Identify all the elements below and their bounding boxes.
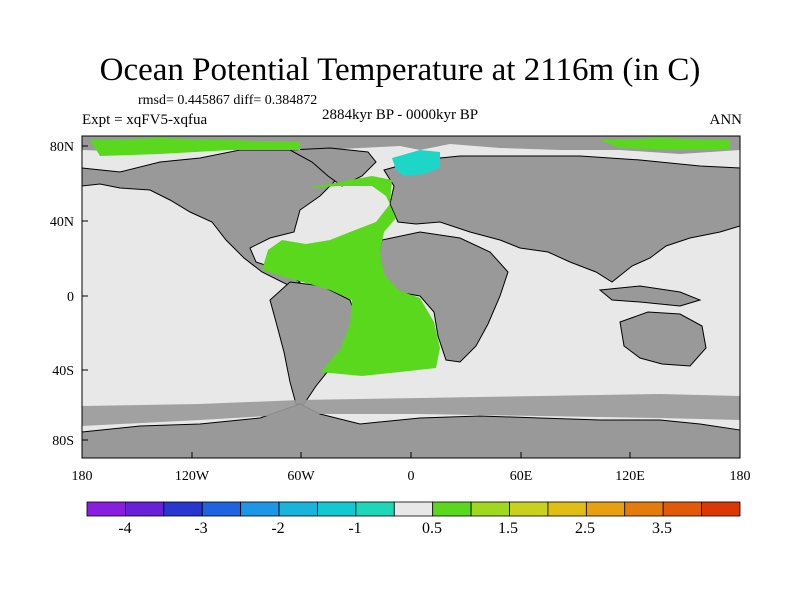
south-america-land [269, 281, 357, 405]
colorbar-label: 0.5 [422, 520, 442, 537]
nordic-cool-anomaly [392, 150, 440, 176]
colorbar-label: 3.5 [652, 520, 672, 537]
colorbar-label: 2.5 [575, 520, 595, 537]
colorbar-swatch [432, 501, 472, 517]
colorbar-swatch [125, 501, 165, 517]
lon-tick-label: 120W [175, 469, 210, 484]
colorbar-swatch [624, 501, 664, 517]
experiment-label: Expt = xqFV5-xqfua [82, 112, 208, 128]
colorbar-swatch [393, 501, 434, 517]
colorbar-swatch [86, 501, 126, 517]
colorbar-swatch [509, 501, 549, 517]
colorbar-label: -1 [348, 520, 362, 537]
lat-axis: 80N 40N 0 40S 80S [50, 140, 88, 449]
southern-shelf [82, 394, 740, 426]
colorbar-swatch [163, 501, 203, 517]
arctic-warm-strip-east [600, 138, 730, 150]
colorbar-swatch [355, 501, 395, 517]
colorbar-swatch [240, 501, 280, 517]
colorbar-label: -3 [194, 520, 208, 537]
lon-tick-label: 180 [72, 469, 93, 484]
arctic-warm-strip [90, 138, 300, 156]
eurasia-land [383, 155, 741, 283]
lat-tick-label: 80N [50, 140, 74, 155]
lat-tick-label: 40N [50, 215, 74, 230]
lon-tick-label: 0 [408, 469, 415, 484]
lon-tick-label: 60E [510, 469, 533, 484]
lat-tick-label: 40S [52, 364, 74, 379]
colorbar-swatch [662, 501, 702, 517]
lat-tick-label: 80S [52, 434, 74, 449]
map-panel [81, 135, 741, 459]
colorbar-label: -2 [271, 520, 285, 537]
stats-text: rmsd= 0.445867 diff= 0.384872 [138, 93, 318, 108]
lon-tick-label: 180 [730, 469, 751, 484]
colorbar-swatch [317, 501, 357, 517]
colorbar-label: 1.5 [498, 520, 518, 537]
season-label: ANN [709, 112, 743, 128]
colorbar-swatch [470, 501, 510, 517]
atlantic-warm-anomaly [262, 176, 440, 376]
colorbar-swatch [201, 501, 242, 517]
colorbar-swatch [278, 501, 318, 517]
lat-tick-label: 0 [67, 290, 74, 305]
indonesia-land [598, 285, 702, 307]
map-title: Ocean Potential Temperature at 2116m (in… [99, 52, 701, 88]
lon-tick-label: 120E [615, 469, 645, 484]
period-subtitle: 2884kyr BP - 0000kyr BP [322, 107, 479, 123]
greenland-land [288, 147, 377, 187]
colorbar-label: -4 [118, 520, 132, 537]
australia-land [619, 311, 707, 367]
colorbar-swatch [701, 501, 741, 517]
lon-tick-label: 60W [287, 469, 315, 484]
colorbar-swatch [547, 501, 587, 517]
colorbar [86, 501, 741, 517]
colorbar-swatch [585, 501, 626, 517]
lon-axis: 180 120W 60W 0 60E 120E 180 [72, 452, 751, 484]
